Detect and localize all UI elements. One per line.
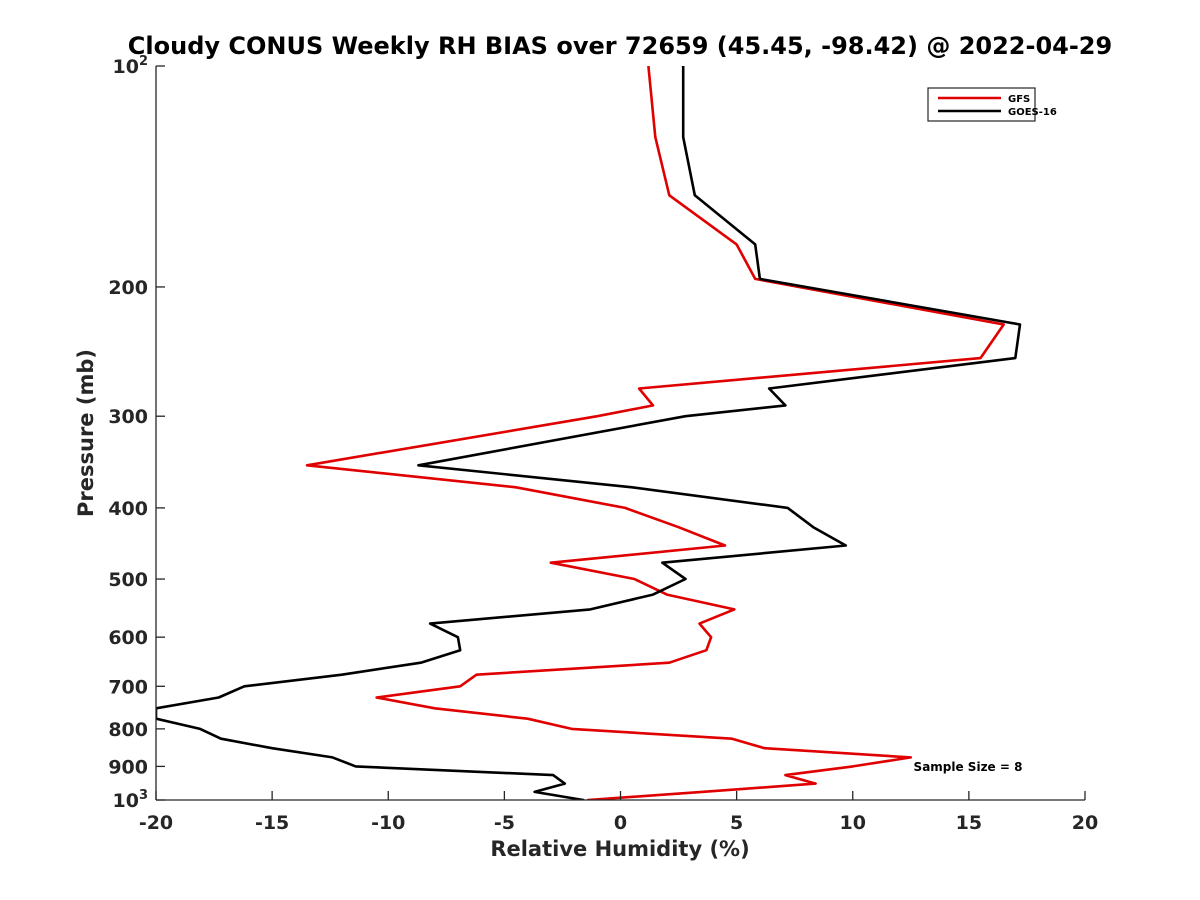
y-tick-label: 500	[108, 569, 148, 591]
tick-labels: -20 -15 -10 -5 0 5 10 15 20 102 200 300 400 500 600 700…	[108, 54, 1098, 834]
y-axis-label: Pressure (mb)	[74, 349, 98, 517]
x-axis-label: Relative Humidity (%)	[490, 837, 749, 861]
x-tick-label: -10	[371, 812, 405, 834]
y-tick-label: 300	[108, 406, 148, 428]
x-tick-label: 20	[1072, 812, 1098, 834]
y-tick-label: 800	[108, 719, 148, 741]
x-tick-label: 10	[840, 812, 866, 834]
sample-size-annotation: Sample Size = 8	[914, 760, 1023, 774]
series-line-gfs	[305, 66, 1006, 800]
y-tick-label: 900	[108, 756, 148, 778]
x-tick-label: -20	[139, 812, 173, 834]
x-tick-label: 0	[614, 812, 627, 834]
legend-label-gfs: GFS	[1008, 94, 1030, 105]
x-tick-label: 15	[956, 812, 982, 834]
legend-box	[927, 87, 1036, 122]
x-tick-label: -15	[255, 812, 289, 834]
series-layer	[156, 66, 1022, 800]
y-tick-label: 700	[108, 676, 148, 698]
x-tick-label: -5	[494, 812, 515, 834]
series-line-goes-16	[156, 66, 1022, 800]
y-tick-label: 600	[108, 627, 148, 649]
legend: GFS GOES-16	[927, 87, 1057, 122]
y-tick-label: 103	[113, 788, 149, 812]
chart-title: Cloudy CONUS Weekly RH BIAS over 72659 (…	[128, 32, 1112, 60]
y-tick-label: 400	[108, 498, 148, 520]
y-tick-label: 102	[113, 54, 149, 78]
axes	[155, 65, 1086, 801]
x-tick-label: 5	[730, 812, 743, 834]
y-tick-label: 200	[108, 277, 148, 299]
legend-label-goes-16: GOES-16	[1008, 107, 1057, 118]
